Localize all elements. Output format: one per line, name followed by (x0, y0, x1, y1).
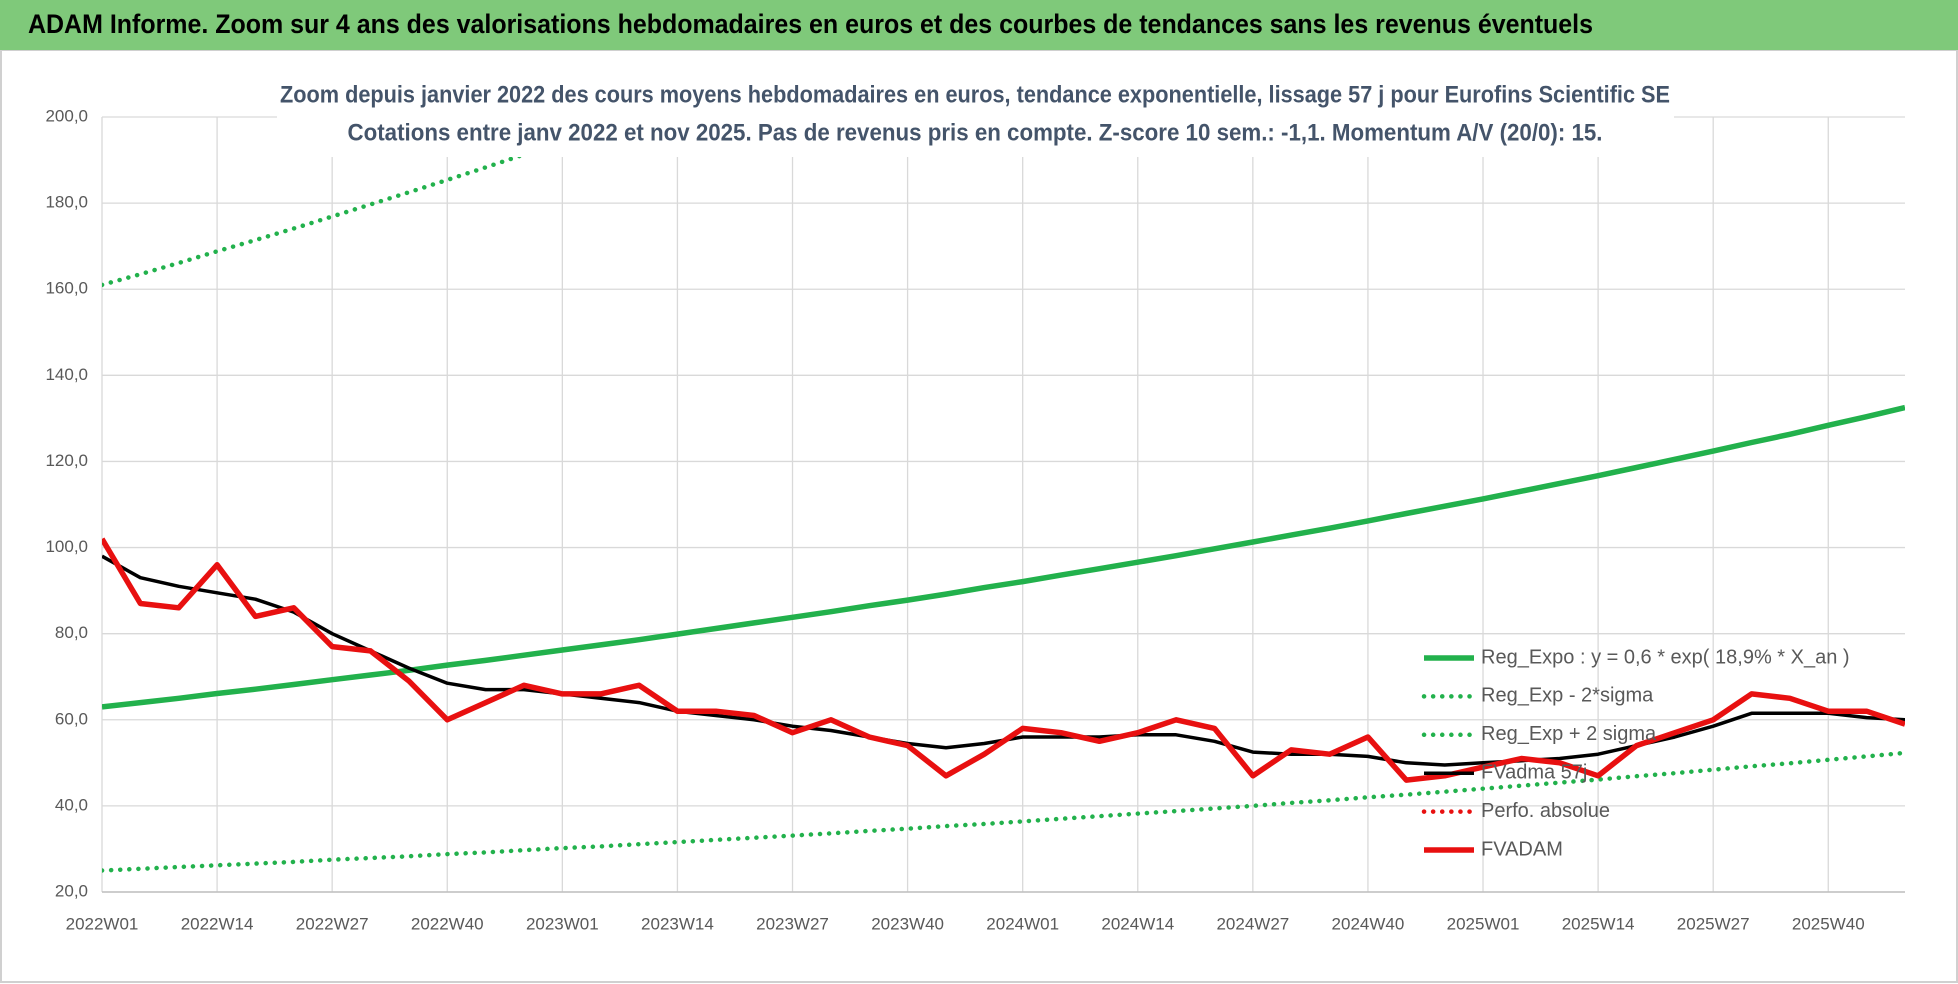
series-line (102, 750, 1905, 873)
y-tick-label: 200,0 (45, 106, 88, 125)
x-tick-label: 2024W40 (1332, 914, 1405, 933)
legend-label: Reg_Expo : y = 0,6 * exp( 18,9% * X_an ) (1481, 646, 1850, 668)
x-tick-label: 2024W27 (1216, 914, 1289, 933)
y-tick-label: 120,0 (45, 451, 88, 470)
series-line (102, 404, 1905, 710)
x-tick-label: 2025W27 (1677, 914, 1750, 933)
chart-subtitle: Cotations entre janv 2022 et nov 2025. P… (348, 119, 1603, 146)
header-title: ADAM Informe. Zoom sur 4 ans des valoris… (28, 9, 1593, 39)
x-tick-label: 2023W14 (641, 914, 714, 933)
title-box (277, 75, 1674, 157)
x-tick-label: 2022W40 (411, 914, 484, 933)
x-tick-label: 2024W14 (1101, 914, 1174, 933)
x-tick-label: 2022W14 (181, 914, 254, 933)
x-tick-label: 2025W14 (1562, 914, 1635, 933)
legend-label: Perfo. absolue (1481, 800, 1610, 822)
x-tick-label: 2022W01 (66, 914, 139, 933)
x-tick-label: 2023W27 (756, 914, 829, 933)
series-line (102, 537, 1905, 783)
chart-frame (0, 49, 1958, 983)
x-tick-label: 2023W01 (526, 914, 599, 933)
y-tick-label: 180,0 (45, 193, 88, 212)
y-tick-label: 160,0 (45, 279, 88, 298)
legend-label: Reg_Exp - 2*sigma (1481, 685, 1654, 707)
x-tick-label: 2024W01 (986, 914, 1059, 933)
x-tick-label: 2023W40 (871, 914, 944, 933)
legend-label: Reg_Exp + 2 sigma (1481, 723, 1657, 745)
legend-label: FVadma 57j (1481, 761, 1587, 783)
y-tick-label: 20,0 (55, 881, 88, 900)
y-tick-label: 60,0 (55, 709, 88, 728)
x-tick-label: 2025W40 (1792, 914, 1865, 933)
y-tick-label: 40,0 (55, 795, 88, 814)
y-tick-label: 100,0 (45, 537, 88, 556)
chart-title: Zoom depuis janvier 2022 des cours moyen… (280, 81, 1670, 108)
header-bar (0, 0, 1958, 50)
x-tick-label: 2022W27 (296, 914, 369, 933)
legend-label: FVADAM (1481, 838, 1563, 860)
y-tick-label: 80,0 (55, 623, 88, 642)
x-tick-label: 2025W01 (1447, 914, 1520, 933)
y-tick-label: 140,0 (45, 365, 88, 384)
